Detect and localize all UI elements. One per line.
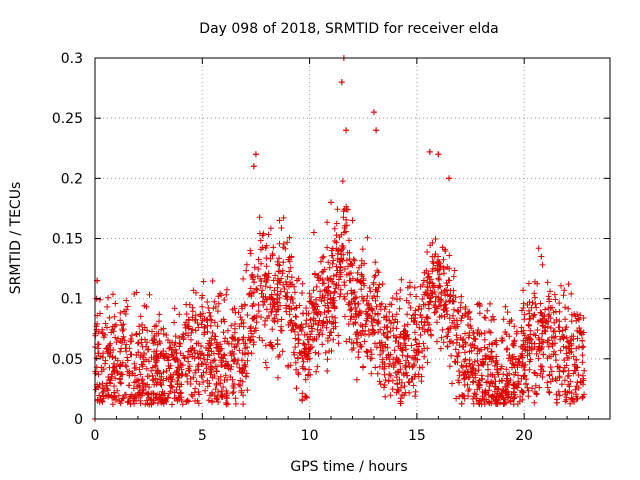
data-points bbox=[92, 55, 588, 422]
y-tick-label: 0.15 bbox=[52, 232, 83, 248]
data-point bbox=[373, 127, 380, 134]
y-tick-label: 0.1 bbox=[61, 292, 83, 308]
x-axis-label: GPS time / hours bbox=[290, 459, 407, 475]
grid bbox=[95, 58, 610, 419]
data-point bbox=[338, 79, 345, 86]
data-point bbox=[310, 229, 317, 236]
data-point bbox=[370, 109, 377, 116]
axis-ticks: 0 5 10 15 20 0 0.05 0.1 0.15 0.2 0.25 0.3 bbox=[52, 51, 611, 444]
y-axis-label: SRMTID / TECUs bbox=[8, 182, 24, 295]
plot-frame bbox=[94, 57, 611, 420]
data-point bbox=[252, 151, 259, 158]
y-tick-label: 0 bbox=[74, 412, 83, 428]
x-tick-label: 0 bbox=[91, 428, 100, 444]
y-tick-label: 0.2 bbox=[61, 171, 83, 187]
data-point bbox=[349, 217, 356, 224]
data-point bbox=[538, 253, 545, 260]
data-point bbox=[328, 199, 335, 206]
x-tick-label: 10 bbox=[301, 428, 319, 444]
data-point bbox=[426, 148, 433, 155]
data-point bbox=[276, 217, 283, 224]
data-point bbox=[435, 151, 442, 158]
chart-title: Day 098 of 2018, SRMTID for receiver eld… bbox=[199, 21, 498, 37]
data-point-cloud bbox=[92, 55, 588, 422]
x-tick-label: 5 bbox=[198, 428, 207, 444]
data-point bbox=[250, 163, 257, 170]
y-tick-label: 0.05 bbox=[52, 352, 83, 368]
y-tick-label: 0.25 bbox=[52, 111, 83, 127]
x-tick-label: 15 bbox=[408, 428, 426, 444]
y-tick-label: 0.3 bbox=[61, 51, 83, 67]
x-tick-label: 20 bbox=[515, 428, 533, 444]
data-point bbox=[446, 175, 453, 182]
data-point bbox=[343, 127, 350, 134]
